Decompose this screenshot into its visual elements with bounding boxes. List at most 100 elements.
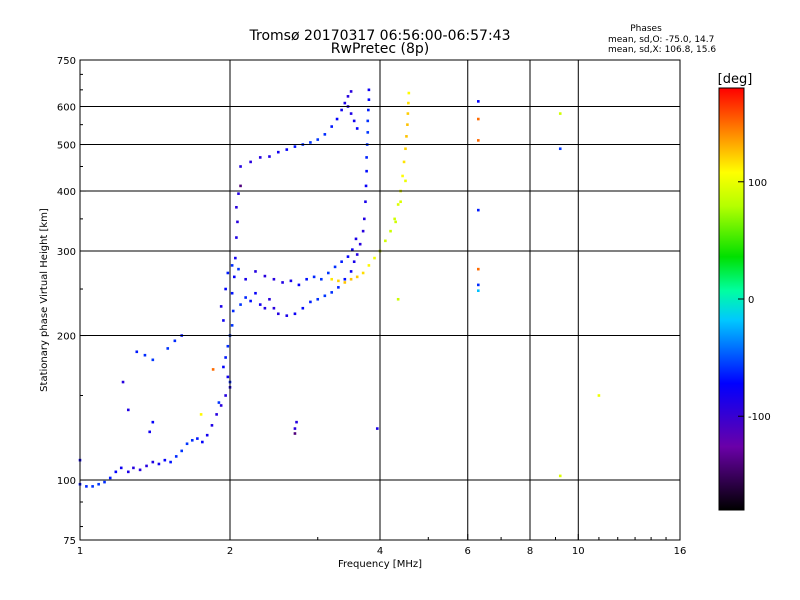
data-point	[91, 485, 94, 488]
data-point	[263, 274, 267, 278]
data-point	[135, 350, 139, 354]
data-point	[126, 470, 130, 474]
data-point	[190, 438, 194, 442]
data-point	[185, 442, 189, 446]
data-point	[367, 264, 371, 267]
data-point	[340, 260, 343, 264]
data-point	[234, 256, 237, 260]
data-point	[477, 267, 480, 271]
y-axis-ticks: 75 100 200 300 400 500 600 750	[57, 56, 86, 547]
data-point	[367, 108, 370, 112]
data-point	[389, 229, 392, 233]
data-point	[346, 95, 350, 98]
data-point	[477, 289, 480, 292]
data-point	[230, 264, 234, 267]
y-tick-label: 300	[57, 247, 76, 258]
data-point	[224, 394, 227, 397]
data-point	[239, 303, 242, 306]
data-point	[364, 200, 367, 204]
y-tick-label: 200	[57, 332, 76, 343]
data-point	[312, 275, 316, 279]
data-point	[361, 229, 365, 233]
data-point	[126, 408, 130, 412]
chart-title: Tromsø 20170317 06:56:00-06:57:43	[249, 28, 511, 44]
data-point	[268, 297, 271, 301]
data-point	[558, 112, 562, 115]
data-point	[373, 256, 376, 260]
data-point	[349, 277, 353, 281]
data-point	[219, 404, 223, 407]
data-point	[330, 277, 334, 281]
data-point	[85, 485, 88, 488]
data-point	[226, 375, 230, 379]
data-point	[407, 91, 411, 95]
data-point	[258, 303, 262, 306]
data-point	[258, 156, 262, 159]
data-point	[180, 449, 184, 453]
data-point	[224, 287, 227, 291]
data-point	[352, 119, 356, 123]
data-point	[174, 455, 178, 458]
data-point	[151, 460, 155, 464]
data-point	[558, 474, 562, 478]
y-tick-label: 400	[57, 187, 76, 198]
data-point	[263, 306, 267, 310]
data-point	[396, 203, 400, 206]
data-point	[230, 291, 234, 295]
data-point	[138, 468, 142, 472]
data-point	[268, 155, 271, 158]
data-point	[337, 279, 340, 283]
data-point	[333, 265, 337, 269]
stats-o-mode: mean, sd,O: -75.0, 14.7	[608, 35, 714, 45]
data-point	[293, 145, 297, 148]
data-point	[231, 309, 235, 313]
data-point	[375, 427, 379, 430]
data-point	[169, 460, 172, 464]
data-point	[367, 98, 371, 101]
colorbar-tick-label: -100	[748, 412, 771, 423]
x-tick-label: 4	[377, 546, 383, 557]
data-point	[330, 291, 334, 294]
data-point	[199, 413, 203, 416]
data-point	[366, 119, 370, 123]
data-point	[477, 139, 480, 142]
data-point	[232, 275, 236, 279]
data-point	[349, 112, 353, 115]
data-point	[235, 205, 238, 209]
data-point	[132, 466, 135, 470]
data-point	[407, 101, 410, 105]
data-point	[309, 300, 312, 304]
data-point	[226, 271, 230, 275]
data-point	[166, 347, 170, 350]
data-point	[244, 277, 247, 281]
data-point	[477, 100, 480, 103]
data-point	[224, 356, 227, 359]
data-point	[406, 123, 409, 126]
data-point	[219, 305, 223, 308]
data-point	[211, 368, 215, 371]
data-point	[244, 296, 247, 299]
data-point	[236, 220, 239, 224]
data-point	[337, 286, 340, 289]
data-point	[355, 127, 359, 130]
data-point	[396, 297, 400, 301]
data-point	[285, 148, 289, 151]
x-tick-label: 8	[527, 546, 533, 557]
data-point	[235, 236, 238, 239]
data-point	[384, 239, 387, 243]
data-point	[226, 344, 230, 348]
x-tick-label: 2	[227, 546, 233, 557]
x-axis-label: Frequency [MHz]	[338, 559, 422, 570]
data-point	[399, 200, 402, 204]
x-axis-ticks: 1 2 4 6 8 10 16	[77, 534, 686, 557]
data-point	[349, 270, 353, 273]
data-point	[406, 112, 410, 115]
data-point	[254, 270, 257, 273]
data-point	[237, 192, 240, 195]
data-point	[272, 306, 276, 310]
data-point	[272, 277, 276, 281]
data-point	[335, 117, 339, 121]
data-point	[355, 275, 359, 279]
data-point	[301, 306, 305, 310]
